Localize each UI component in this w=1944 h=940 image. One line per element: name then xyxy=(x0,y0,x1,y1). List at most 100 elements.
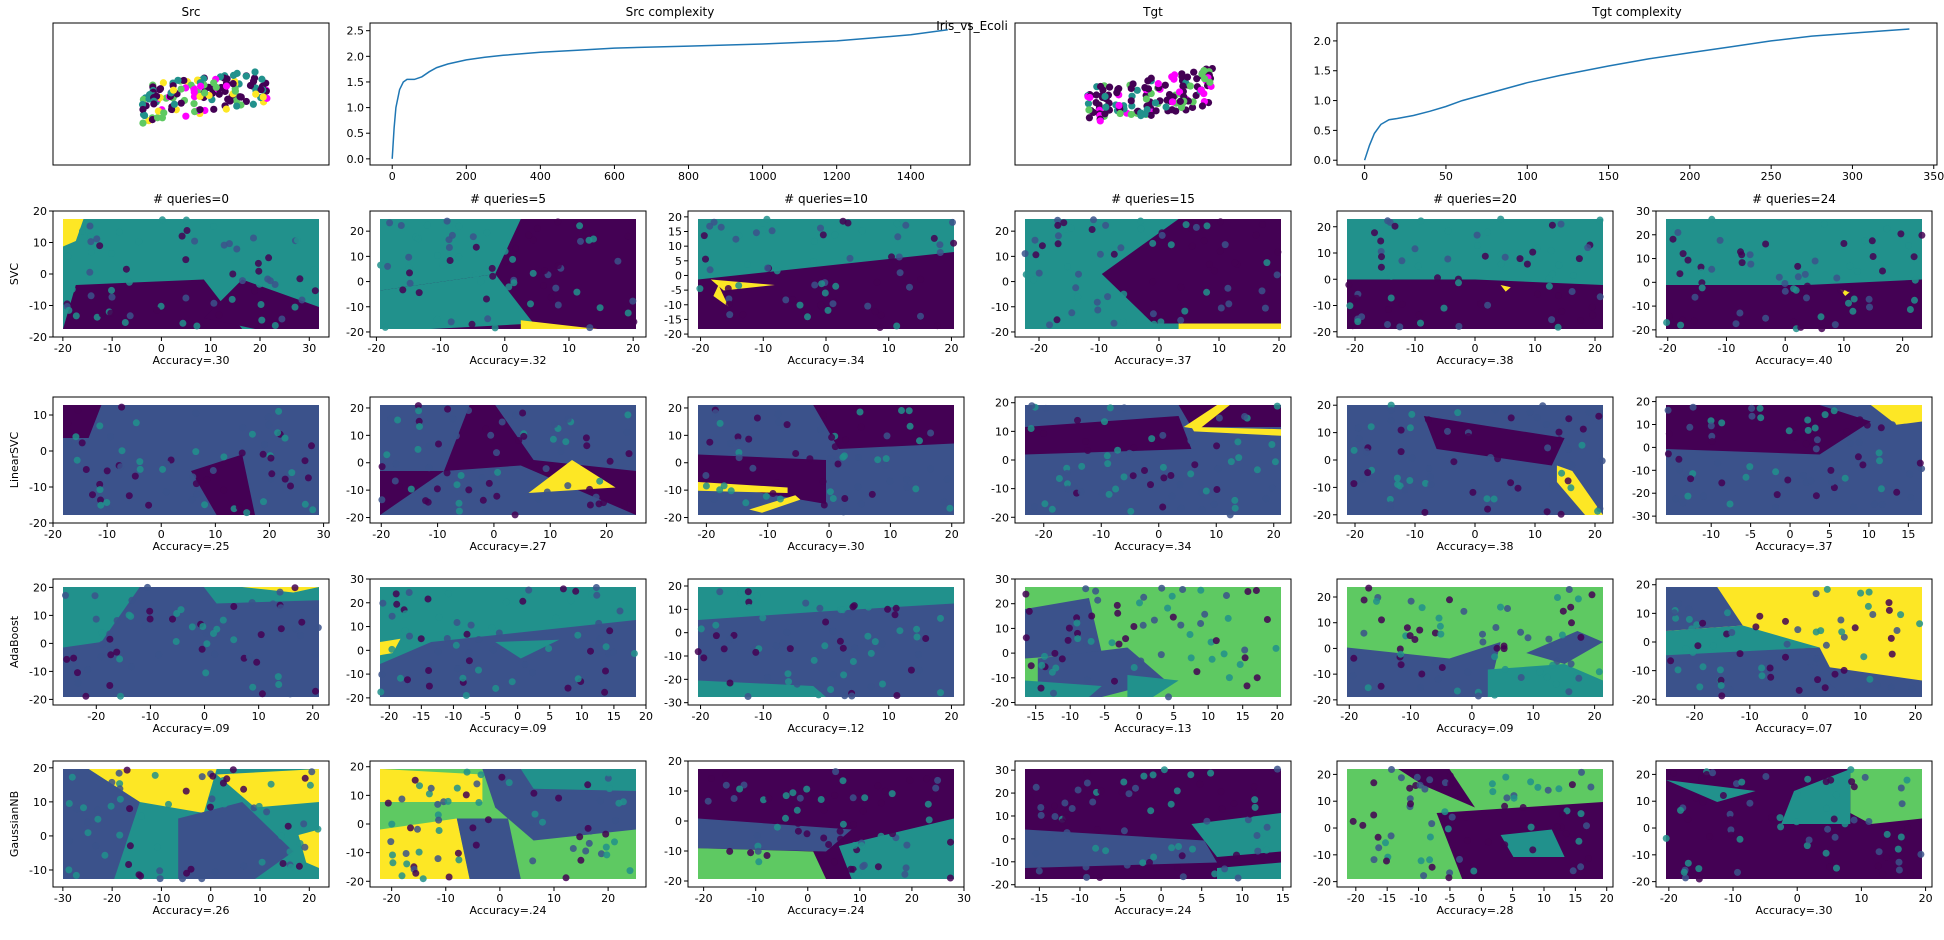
scatter-point xyxy=(893,692,900,699)
scatter-point xyxy=(1748,405,1755,412)
y-tick-label: 0 xyxy=(1324,822,1331,835)
scatter-point xyxy=(1264,824,1271,831)
scatter-point xyxy=(1104,460,1111,467)
scatter-point xyxy=(1587,784,1594,791)
scatter-point xyxy=(831,858,838,865)
scatter-point xyxy=(201,89,208,96)
scatter-point xyxy=(832,443,839,450)
row-label-svc: SVC xyxy=(8,263,21,286)
scatter-point xyxy=(163,460,170,467)
scatter-point xyxy=(1762,773,1769,780)
scatter-point xyxy=(820,835,827,842)
y-tick-label: 20 xyxy=(668,211,682,224)
scatter-point xyxy=(1559,632,1566,639)
scatter-point xyxy=(1193,224,1200,231)
scatter-point xyxy=(950,240,957,247)
scatter-point xyxy=(728,487,735,494)
scatter-point xyxy=(859,863,866,870)
scatter-point xyxy=(821,807,828,814)
scatter-point xyxy=(545,645,552,652)
scatter-point xyxy=(274,429,281,436)
scatter-point xyxy=(868,650,875,657)
scatter-point xyxy=(1489,788,1496,795)
y-tick-label: 0 xyxy=(40,445,47,458)
scatter-point xyxy=(1559,811,1566,818)
scatter-point xyxy=(473,842,480,849)
scatter-point xyxy=(1477,300,1484,307)
scatter-point xyxy=(490,646,497,653)
y-tick-label: -20 xyxy=(1313,509,1331,522)
scatter-point xyxy=(1709,438,1716,445)
scatter-point xyxy=(117,796,124,803)
scatter-point xyxy=(535,495,542,502)
scatter-point xyxy=(1136,599,1143,606)
scatter-point xyxy=(906,407,913,414)
scatter-point xyxy=(802,600,809,607)
scatter-point xyxy=(884,432,891,439)
scatter-point xyxy=(573,289,580,296)
scatter-point xyxy=(250,78,257,85)
scatter-point xyxy=(503,599,510,606)
scatter-point xyxy=(99,311,106,318)
scatter-point xyxy=(937,249,944,256)
scatter-point xyxy=(512,511,519,518)
y-tick-label: 20 xyxy=(1317,221,1331,234)
scatter-point xyxy=(315,624,322,631)
scatter-point xyxy=(747,849,754,856)
scatter-point xyxy=(1897,611,1904,618)
scatter-point xyxy=(139,106,146,113)
scatter-point xyxy=(1052,665,1059,672)
decision-region xyxy=(1179,324,1281,330)
scatter-point xyxy=(260,498,267,505)
y-tick-label: -10 xyxy=(1632,464,1650,477)
scatter-point xyxy=(292,584,299,591)
scatter-point xyxy=(1806,837,1813,844)
scatter-point xyxy=(65,420,72,427)
scatter-point xyxy=(763,216,770,223)
scatter-point xyxy=(1093,91,1100,98)
scatter-point xyxy=(1171,71,1178,78)
scatter-point xyxy=(1143,95,1150,102)
scatter-point xyxy=(96,242,103,249)
scatter-point xyxy=(1048,834,1055,841)
scatter-point xyxy=(424,222,431,229)
scatter-point xyxy=(765,795,772,802)
scatter-point xyxy=(1218,305,1225,312)
y-tick-label: 20 xyxy=(350,597,364,610)
scatter-point xyxy=(1042,405,1049,412)
x-tick-label: 20 xyxy=(1600,892,1614,905)
scatter-point xyxy=(1746,800,1753,807)
scatter-point xyxy=(109,294,116,301)
accuracy-label: Accuracy=.09 xyxy=(470,722,547,735)
scatter-point xyxy=(947,839,954,846)
tgt_complexity-frame xyxy=(1337,23,1937,165)
scatter-point xyxy=(1851,296,1858,303)
scatter-point xyxy=(1445,825,1452,832)
scatter-point xyxy=(1565,415,1572,422)
scatter-point xyxy=(493,449,500,456)
scatter-point xyxy=(1594,508,1601,515)
scatter-point xyxy=(278,832,285,839)
scatter-point xyxy=(913,626,920,633)
scatter-point xyxy=(1474,232,1481,239)
x-tick-label: 20 xyxy=(1270,710,1284,723)
scatter-point xyxy=(1253,587,1260,594)
scatter-point xyxy=(1797,324,1804,331)
scatter-point xyxy=(212,869,219,876)
scatter-point xyxy=(1160,464,1167,471)
scatter-point xyxy=(489,265,496,272)
scatter-point xyxy=(934,322,941,329)
scatter-point xyxy=(1197,587,1204,594)
scatter-point xyxy=(1398,448,1405,455)
complexity-line xyxy=(392,30,948,159)
scatter-point xyxy=(1583,822,1590,829)
y-tick-label: 10 xyxy=(1317,247,1331,260)
scatter-point xyxy=(1666,430,1673,437)
y-tick-label: 0 xyxy=(357,276,364,289)
scatter-point xyxy=(602,668,609,675)
scatter-point xyxy=(1069,805,1076,812)
scatter-point xyxy=(915,651,922,658)
scatter-point xyxy=(99,641,106,648)
scatter-point xyxy=(296,275,303,282)
